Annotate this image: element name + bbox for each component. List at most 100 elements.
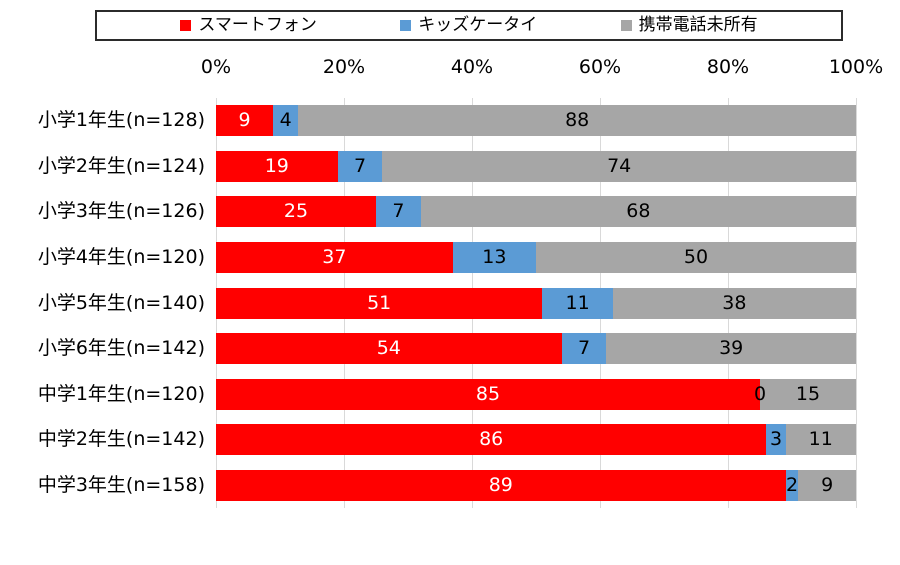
bar-track: 86 3 11 (216, 424, 856, 456)
axis-tick-label: 100% (828, 56, 884, 78)
bar-track: 54 7 39 (216, 333, 856, 365)
bar-segment-kids-keitai: 13 (452, 241, 536, 273)
category-label: 小学3年生(n=126) (37, 200, 205, 223)
bar-value-label: 88 (565, 109, 590, 132)
legend-item-kids-keitai: キッズケータイ (400, 17, 537, 34)
bar-track: 37 13 50 (216, 241, 856, 273)
bar-track: 89 2 9 (216, 469, 856, 501)
bar-value-label: 11 (565, 291, 590, 314)
category-label: 中学2年生(n=142) (37, 428, 205, 451)
bar-segment-mobile-not-owned: 9 (798, 469, 856, 501)
bar-value-label: 50 (683, 245, 709, 268)
bar-value-label: 13 (482, 245, 507, 268)
bar-track: 85 0 15 (216, 378, 856, 410)
bar-segment-smartphone: 85 (216, 378, 760, 410)
axis-tick-label: 60% (578, 56, 622, 78)
legend-swatch-icon (400, 20, 412, 31)
category-label: 小学2年生(n=124) (37, 154, 205, 177)
bar-value-label: 9 (821, 473, 834, 496)
bar-value-label: 7 (577, 337, 591, 360)
x-axis-top: 0% 20% 40% 60% 80% 100% (201, 56, 883, 82)
bar-value-label: 68 (626, 200, 651, 223)
bar-row: 小学3年生(n=126) 25 7 68 (0, 189, 857, 235)
bar-segment-smartphone: 86 (216, 424, 767, 456)
bar-track: 51 11 38 (216, 287, 856, 319)
category-label: 小学1年生(n=128) (37, 109, 205, 132)
bar-value-label: 74 (607, 154, 632, 177)
bar-segment-mobile-not-owned: 88 (298, 105, 856, 137)
axis-tick-label: 80% (706, 56, 750, 78)
bar-value-label: 86 (479, 428, 504, 451)
bar-row: 小学4年生(n=120) 37 13 50 (0, 235, 857, 281)
bar-value-label: 3 (769, 428, 783, 451)
chart-legend: スマートフォン キッズケータイ 携帯電話未所有 (95, 10, 843, 41)
bar-value-label: 9 (238, 109, 251, 132)
bar-segment-kids-keitai: 7 (337, 150, 383, 182)
legend-swatch-icon (180, 20, 192, 31)
bar-value-label: 19 (264, 154, 289, 177)
bar-segment-kids-keitai: 3 (766, 424, 786, 456)
bar-value-label: 89 (488, 473, 513, 496)
bar-segment-mobile-not-owned: 39 (606, 333, 856, 365)
bar-row: 小学2年生(n=124) 19 7 74 (0, 144, 857, 190)
bar-segment-mobile-not-owned: 50 (535, 241, 856, 273)
bar-value-label: 25 (283, 200, 309, 223)
bar-row: 小学6年生(n=142) 54 7 39 (0, 326, 857, 372)
bar-segment-kids-keitai: 2 (785, 469, 799, 501)
bar-segment-kids-keitai: 7 (561, 333, 607, 365)
bar-value-label: 54 (376, 337, 401, 360)
bar-segment-mobile-not-owned: 11 (785, 424, 856, 456)
bar-segment-kids-keitai: 7 (376, 196, 421, 228)
category-label: 小学5年生(n=140) (37, 291, 205, 314)
bar-segment-mobile-not-owned: 74 (382, 150, 856, 182)
bar-value-label: 51 (367, 291, 392, 314)
bar-segment-smartphone: 9 (216, 105, 274, 137)
axis-tick-label: 40% (450, 56, 494, 78)
bar-track: 19 7 74 (216, 150, 856, 182)
bar-segment-kids-keitai: 11 (542, 287, 613, 319)
bar-value-label: 85 (475, 382, 501, 405)
legend-label: スマートフォン (198, 15, 317, 35)
bar-segment-mobile-not-owned: 15 (760, 378, 856, 410)
bar-value-label: 39 (719, 337, 744, 360)
bar-row: 中学1年生(n=120) 85 0 15 (0, 371, 857, 417)
bar-value-label: 37 (322, 245, 347, 268)
bar-segment-smartphone: 19 (216, 150, 338, 182)
legend-label: 携帯電話未所有 (638, 15, 758, 35)
legend-item-mobile-not-owned: 携帯電話未所有 (620, 15, 758, 35)
bar-rows: 小学1年生(n=128) 9 4 88 小学2年生(n=124) 19 7 74 小学3年生(n… (0, 98, 857, 508)
legend-item-smartphone: スマートフォン (180, 17, 317, 34)
bar-row: 小学5年生(n=140) 51 11 38 (0, 280, 857, 326)
bar-value-label: 2 (785, 473, 799, 496)
axis-tick-label: 20% (322, 56, 366, 78)
category-label: 小学4年生(n=120) (37, 245, 205, 268)
category-label: 中学3年生(n=158) (37, 473, 205, 496)
legend-swatch-icon (620, 20, 632, 31)
bar-value-label: 0 (753, 382, 767, 405)
bar-segment-smartphone: 89 (216, 469, 786, 501)
bar-segment-smartphone: 54 (216, 333, 562, 365)
axis-tick-label: 0% (200, 56, 232, 78)
bar-value-label: 38 (722, 291, 747, 314)
bar-track: 25 7 68 (216, 196, 856, 228)
bar-value-label: 7 (353, 154, 367, 177)
bar-segment-smartphone: 51 (216, 287, 543, 319)
category-label: 中学1年生(n=120) (37, 382, 205, 405)
bar-segment-mobile-not-owned: 38 (612, 287, 856, 319)
bar-segment-smartphone: 25 (216, 196, 376, 228)
bar-track: 9 4 88 (216, 105, 856, 137)
category-label: 小学6年生(n=142) (37, 337, 205, 360)
bar-value-label: 11 (808, 428, 833, 451)
bar-segment-mobile-not-owned: 68 (420, 196, 856, 228)
bar-row: 小学1年生(n=128) 9 4 88 (0, 98, 857, 144)
bar-row: 中学3年生(n=158) 89 2 9 (0, 463, 857, 509)
legend-label: キッズケータイ (418, 15, 538, 35)
bar-segment-kids-keitai: 4 (273, 105, 299, 137)
bar-value-label: 4 (279, 109, 292, 132)
bar-segment-smartphone: 37 (216, 241, 453, 273)
gridline (856, 98, 857, 508)
bar-row: 中学2年生(n=142) 86 3 11 (0, 417, 857, 463)
bar-value-label: 15 (795, 382, 821, 405)
bar-value-label: 7 (392, 200, 405, 223)
